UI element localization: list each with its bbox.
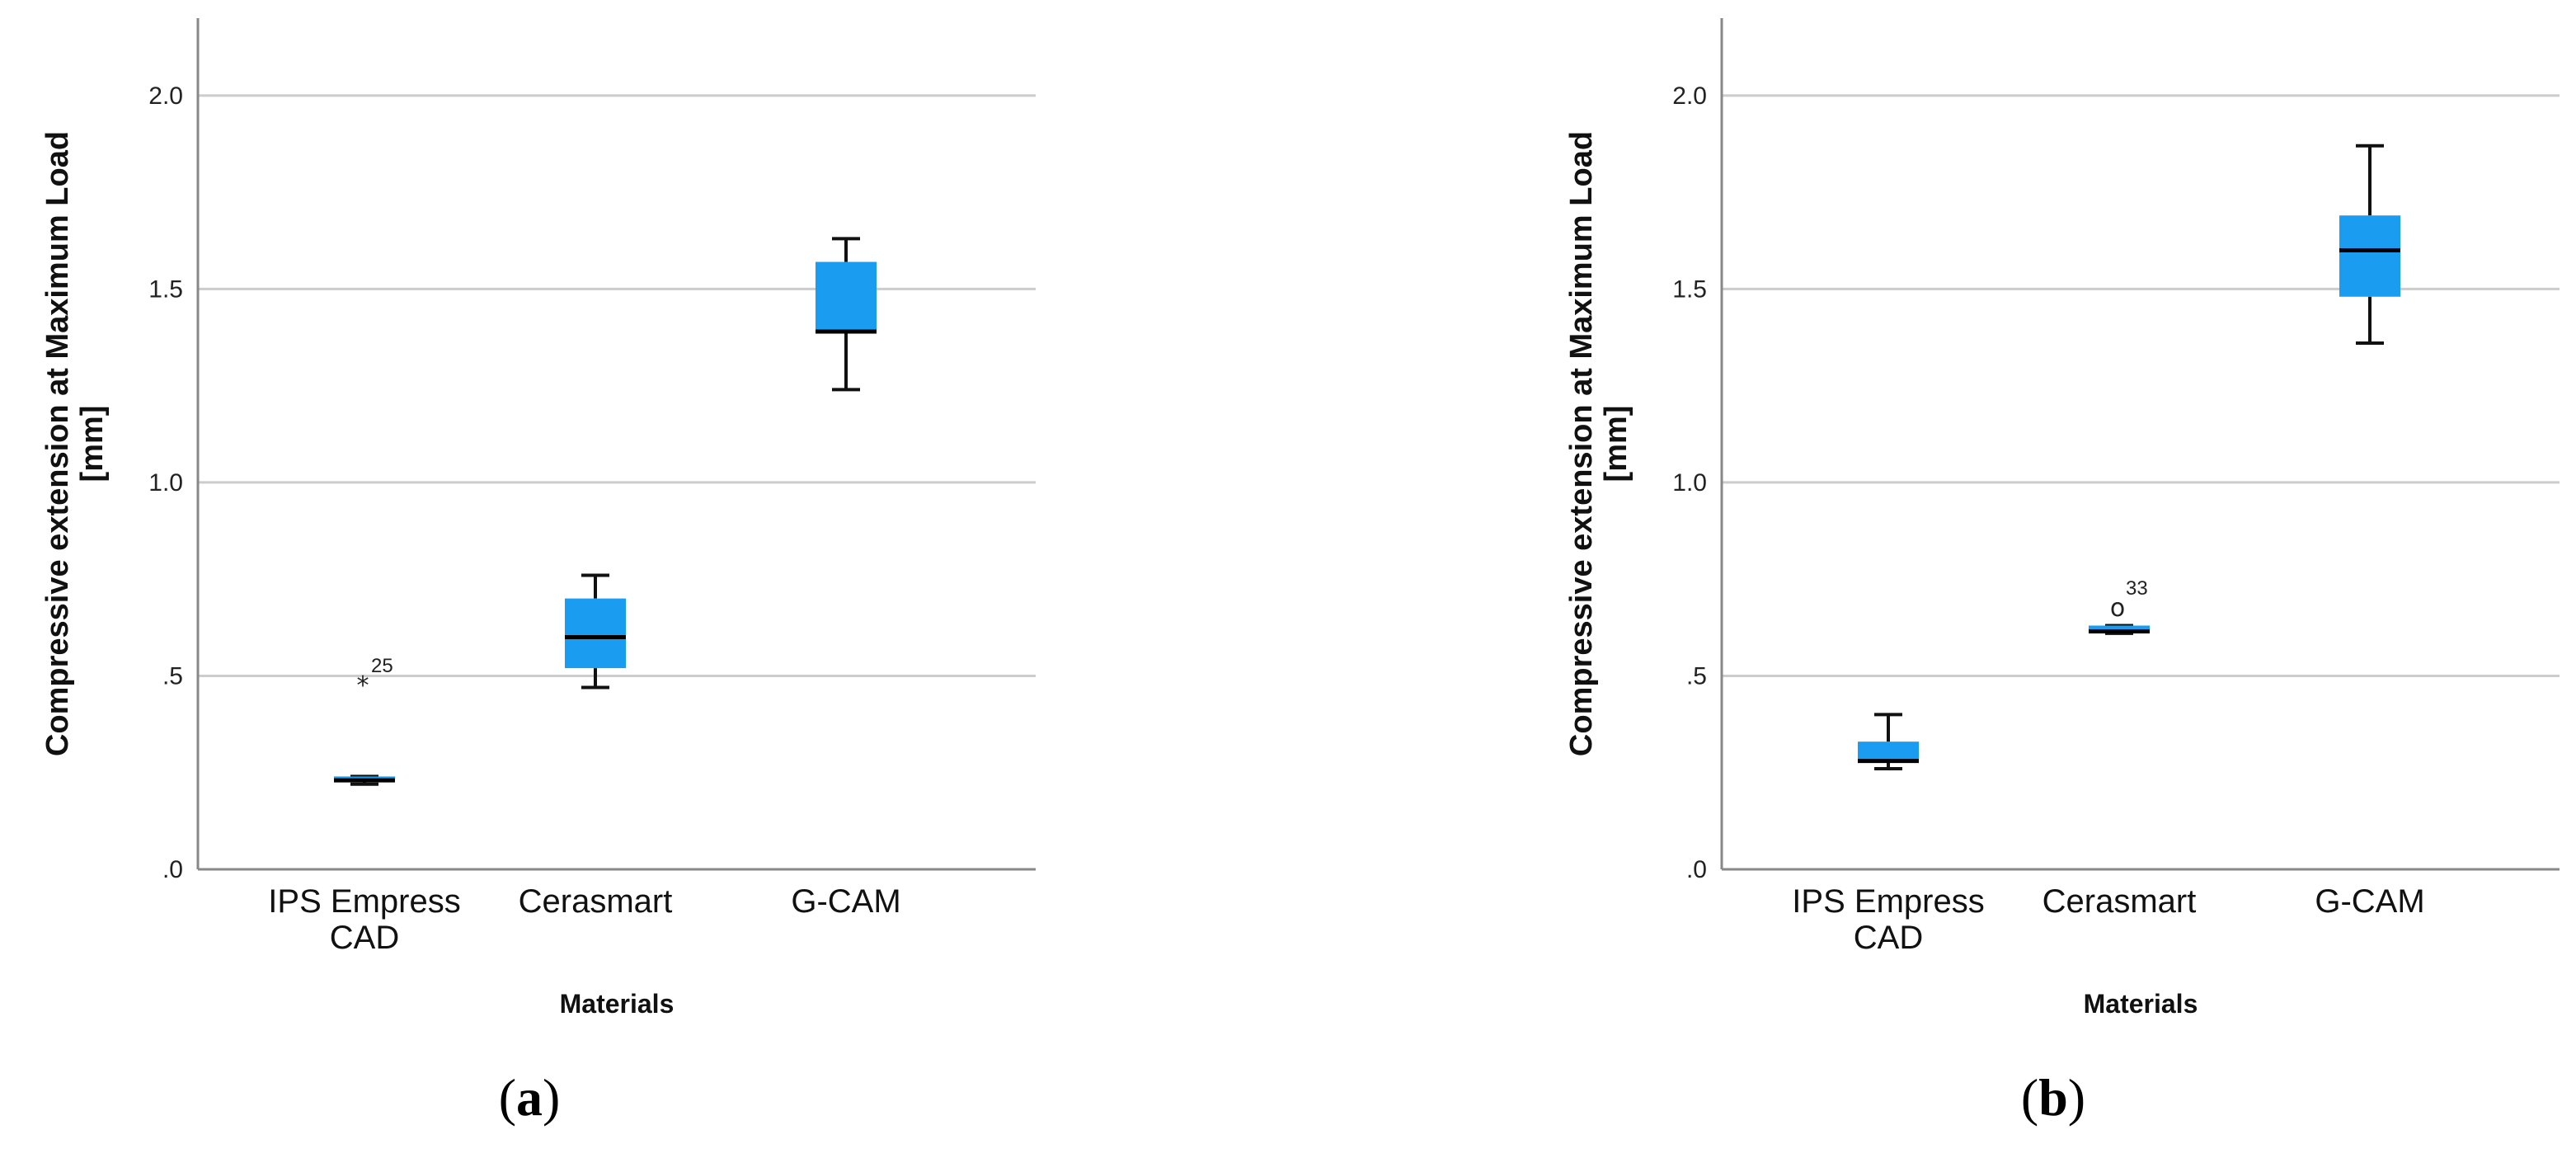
- y-tick-label: 2.0: [148, 82, 183, 110]
- panel-label: (a): [499, 1068, 561, 1127]
- outlier-label: 33: [2126, 577, 2148, 600]
- y-axis-title: Compressive extension at Maximum Load: [40, 131, 75, 756]
- panel-letter: a: [516, 1068, 543, 1127]
- x-tick-label: Cerasmart: [519, 883, 673, 920]
- x-axis-title: Materials: [2084, 989, 2198, 1019]
- outlier-label: 25: [371, 655, 393, 677]
- outlier-marker: o: [2110, 594, 2125, 623]
- panel-letter: b: [2038, 1068, 2068, 1127]
- y-axis-title: [mm]: [1599, 406, 1634, 482]
- box-plot: *25: [334, 655, 395, 786]
- x-axis-title: Materials: [560, 989, 675, 1019]
- box-plot: [816, 237, 877, 392]
- box: [816, 261, 877, 332]
- box: [1858, 741, 1919, 761]
- x-tick-label: IPS Empress: [268, 883, 460, 920]
- y-tick-label: .5: [1686, 662, 1707, 690]
- box: [2339, 215, 2400, 297]
- y-tick-label: .0: [162, 856, 183, 883]
- y-tick-label: 1.0: [1672, 469, 1707, 497]
- outlier-marker: *: [357, 671, 369, 700]
- y-tick-label: 2.0: [1672, 82, 1707, 110]
- box-plot: [2339, 144, 2400, 346]
- x-tick-label: CAD: [330, 920, 399, 956]
- box-plot: o33: [2089, 577, 2150, 635]
- y-tick-label: .5: [162, 662, 183, 690]
- x-tick-label: G-CAM: [791, 883, 900, 920]
- y-tick-label: 1.5: [148, 275, 183, 303]
- x-tick-label: IPS Empress: [1792, 883, 1984, 920]
- x-tick-label: Cerasmart: [2042, 883, 2197, 920]
- x-tick-label: G-CAM: [2315, 883, 2424, 920]
- box: [565, 598, 626, 669]
- y-tick-label: 1.5: [1672, 275, 1707, 303]
- box-plot: [565, 573, 626, 690]
- y-tick-label: 1.0: [148, 469, 183, 497]
- y-axis-title: Compressive extension at Maximum Load: [1564, 131, 1599, 756]
- y-axis-title: [mm]: [75, 406, 110, 482]
- y-tick-label: .0: [1686, 856, 1707, 883]
- x-tick-label: CAD: [1854, 920, 1923, 956]
- box-plot: [1858, 713, 1919, 771]
- panel-label: (b): [2021, 1068, 2085, 1127]
